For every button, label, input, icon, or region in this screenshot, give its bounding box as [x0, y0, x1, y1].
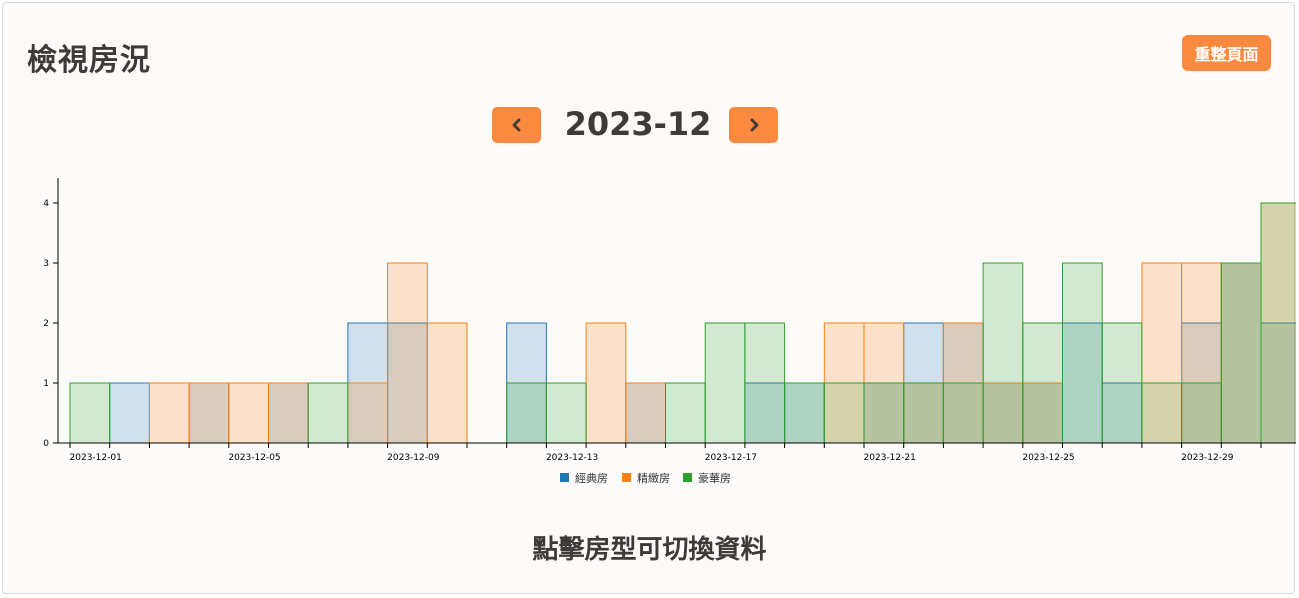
- bar-deluxe-2023-12-05: [268, 382, 309, 444]
- bar-luxury-2023-11-30: [69, 382, 111, 444]
- bar-luxury-2023-12-11: [506, 382, 547, 444]
- x-tick-label: 2023-12-13: [546, 453, 598, 463]
- prev-month-button[interactable]: [492, 107, 541, 143]
- bar-deluxe-2023-12-13: [585, 322, 627, 444]
- bar-deluxe-2023-12-07: [347, 382, 389, 444]
- bar-deluxe-2023-12-21: [903, 382, 944, 444]
- legend-label: 經典房: [575, 471, 608, 485]
- legend-label: 豪華房: [698, 471, 731, 485]
- x-tick-label: 2023-12-21: [864, 453, 916, 463]
- bar-luxury-2023-12-15: [665, 382, 706, 444]
- room-status-chart: 0 1 2 3 4 2023-12-01 2023-12-05 2023-12-09 2023-…: [43, 178, 1296, 485]
- bar-luxury-2023-12-30: [1260, 202, 1296, 444]
- x-tick-label: 2023-12-25: [1022, 453, 1074, 463]
- bar-luxury-2023-12-24: [1022, 322, 1063, 444]
- bar-luxury-2023-12-23: [982, 262, 1024, 444]
- x-tick-label: 2023-12-01: [70, 453, 122, 463]
- bar-deluxe-2023-12-03: [188, 382, 230, 444]
- bar-classic-2023-12-01: [109, 382, 150, 444]
- y-tick-label: 2: [43, 319, 49, 329]
- bar-luxury-2023-12-19: [823, 382, 865, 444]
- reset-page-button[interactable]: 重整頁面: [1182, 35, 1271, 71]
- bar-deluxe-2023-12-29: [1220, 262, 1262, 444]
- x-tick-label: 2023-12-29: [1181, 453, 1234, 463]
- bar-deluxe-2023-12-04: [228, 382, 270, 444]
- y-tick-label: 0: [43, 439, 49, 449]
- bar-luxury-2023-12-29: [1220, 262, 1262, 444]
- bar-luxury-2023-12-28: [1181, 382, 1222, 444]
- bar-luxury-2023-12-06: [307, 382, 349, 444]
- x-tick-label: 2023-12-09: [387, 453, 440, 463]
- x-tick-label: 2023-12-05: [228, 453, 280, 463]
- bar-classic-2023-12-03: [188, 382, 230, 444]
- y-tick-label: 4: [43, 199, 49, 209]
- bar-luxury-2023-12-16: [704, 322, 746, 444]
- bar-classic-2023-12-23: [982, 382, 1024, 444]
- legend-label: 精緻房: [637, 472, 670, 485]
- bar-luxury-2023-12-21: [903, 382, 944, 444]
- bar-luxury-2023-12-22: [942, 382, 984, 444]
- bar-deluxe-2023-12-02: [148, 382, 190, 444]
- legend-swatch: [683, 473, 692, 482]
- bar-deluxe-2023-12-27: [1141, 262, 1183, 444]
- bar-classic-2023-12-25: [1062, 322, 1103, 444]
- chevron-left-icon: [512, 118, 520, 132]
- bar-luxury-2023-12-20: [863, 382, 905, 444]
- bar-luxury-2023-12-25: [1062, 262, 1103, 444]
- bar-deluxe-2023-12-09: [426, 322, 468, 444]
- y-tick-label: 1: [43, 379, 49, 389]
- bar-luxury-2023-12-12: [545, 382, 587, 444]
- legend-swatch: [622, 473, 631, 482]
- legend-swatch: [560, 473, 569, 482]
- bar-deluxe-2023-12-28: [1181, 262, 1222, 444]
- bar-deluxe-2023-12-14: [625, 382, 666, 444]
- bar-luxury-2023-12-17: [744, 322, 786, 444]
- current-month: 2023-12: [564, 105, 712, 143]
- page-title: 檢視房況: [27, 43, 151, 78]
- bar-classic-2023-12-05: [268, 382, 309, 444]
- next-month-button[interactable]: [729, 107, 778, 143]
- bar-deluxe-2023-12-08: [387, 262, 428, 444]
- y-tick-label: 3: [43, 259, 49, 269]
- chevron-right-icon: [750, 118, 758, 132]
- x-tick-label: 2023-12-17: [705, 453, 757, 463]
- bar-luxury-2023-12-26: [1101, 322, 1143, 444]
- footer-hint: 點擊房型可切換資料: [532, 535, 767, 565]
- bar-deluxe-2023-12-30: [1260, 202, 1296, 444]
- bar-luxury-2023-12-18: [784, 382, 825, 444]
- bar-luxury-2023-12-27: [1141, 382, 1183, 444]
